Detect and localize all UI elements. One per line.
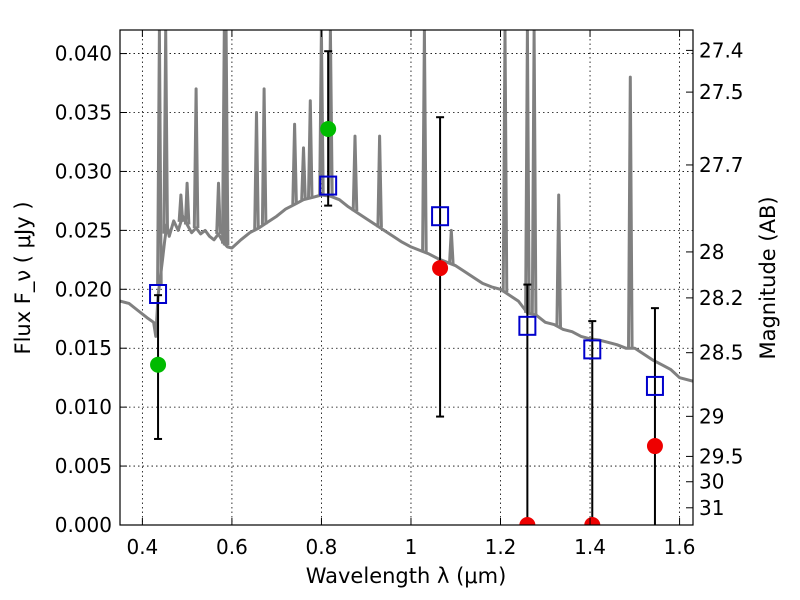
right-tick-label: 31 xyxy=(699,496,724,520)
emission-line-spike xyxy=(530,30,538,315)
sed-continuum xyxy=(120,193,693,383)
emission-line-spike xyxy=(183,181,191,225)
emission-line-spike xyxy=(300,146,307,200)
x-tick-label: 0.4 xyxy=(126,535,158,559)
y-tick-label: 0.035 xyxy=(55,101,112,125)
y-tick-label: 0.010 xyxy=(55,395,112,419)
right-tick-label: 27.5 xyxy=(699,80,744,104)
y-axis-label: Flux F_ν ( μJy ) xyxy=(11,201,36,354)
plot-frame xyxy=(119,29,694,526)
y-tick-label: 0.030 xyxy=(55,159,112,183)
y-tick-label: 0.025 xyxy=(55,218,112,242)
emission-line-spike xyxy=(351,134,359,212)
model-point xyxy=(518,315,537,336)
emission-line-spike xyxy=(318,30,325,196)
emission-line-spike xyxy=(307,99,314,198)
emission-line-spike xyxy=(327,30,334,197)
axis-ticks xyxy=(120,30,693,526)
grid-lines xyxy=(120,30,693,526)
x-tick-label: 1.6 xyxy=(664,535,696,559)
model-point xyxy=(319,175,338,196)
emission-line-spike xyxy=(156,30,163,285)
emission-line-spike xyxy=(222,30,230,246)
y-tick-label: 0.020 xyxy=(55,277,112,301)
observed-points xyxy=(150,121,663,525)
model-point xyxy=(149,284,168,304)
y-tick-label: 0.015 xyxy=(55,336,112,360)
observed-point xyxy=(519,517,536,525)
observed-point xyxy=(584,517,601,525)
x-tick-label: 0.8 xyxy=(306,535,338,559)
right-tick-label: 29 xyxy=(699,404,724,428)
y-tick-label: 0.040 xyxy=(55,42,112,66)
right-tick-label: 27.4 xyxy=(699,38,744,62)
emission-line-spike xyxy=(627,75,634,349)
observed-point xyxy=(320,121,337,137)
x-tick-label: 1.4 xyxy=(574,535,606,559)
emission-line-spike xyxy=(177,193,185,223)
right-tick-label: 30 xyxy=(699,470,724,494)
model-point xyxy=(583,339,602,360)
error-bars xyxy=(154,50,659,525)
right-tick-label: 28.5 xyxy=(699,341,744,365)
model-point xyxy=(431,206,450,227)
x-tick-label: 1 xyxy=(405,535,418,559)
emission-line-spike xyxy=(555,193,562,328)
observed-point xyxy=(432,260,449,277)
right-tick-label: 27.7 xyxy=(699,153,744,177)
model-point xyxy=(645,375,664,396)
model-points xyxy=(149,175,664,396)
tick-labels: 0.4 0.6 0.8 1 1.2 1.4 1.6 0.000 0.005 0.010 0.015 0… xyxy=(55,38,744,559)
emission-line-spike xyxy=(162,30,169,234)
emission-line-spike xyxy=(291,122,298,205)
plot-area xyxy=(120,30,693,525)
emission-line-spike xyxy=(260,87,268,225)
observed-point xyxy=(646,438,663,455)
emission-line-spike xyxy=(501,30,509,293)
right-tick-label: 28.2 xyxy=(699,286,744,310)
emission-line-spike xyxy=(215,181,222,234)
y-tick-label: 0.000 xyxy=(55,513,112,537)
emission-line-spike xyxy=(448,228,455,264)
emission-line-spike xyxy=(253,111,260,230)
y-axis-right-label: Magnitude (AB) xyxy=(756,196,780,359)
observed-point xyxy=(150,356,167,373)
sed-layer xyxy=(120,30,693,383)
emission-line-spike xyxy=(524,30,531,313)
right-tick-label: 29.5 xyxy=(699,444,744,468)
x-tick-label: 1.2 xyxy=(485,535,517,559)
emission-line-spike xyxy=(192,87,200,229)
emission-line-spike xyxy=(376,134,383,228)
right-tick-label: 28 xyxy=(699,240,724,264)
x-axis-label: Wavelength λ (μm) xyxy=(306,564,507,588)
emission-line-spike xyxy=(421,30,428,253)
x-tick-label: 0.6 xyxy=(216,535,248,559)
y-tick-label: 0.005 xyxy=(55,454,112,478)
